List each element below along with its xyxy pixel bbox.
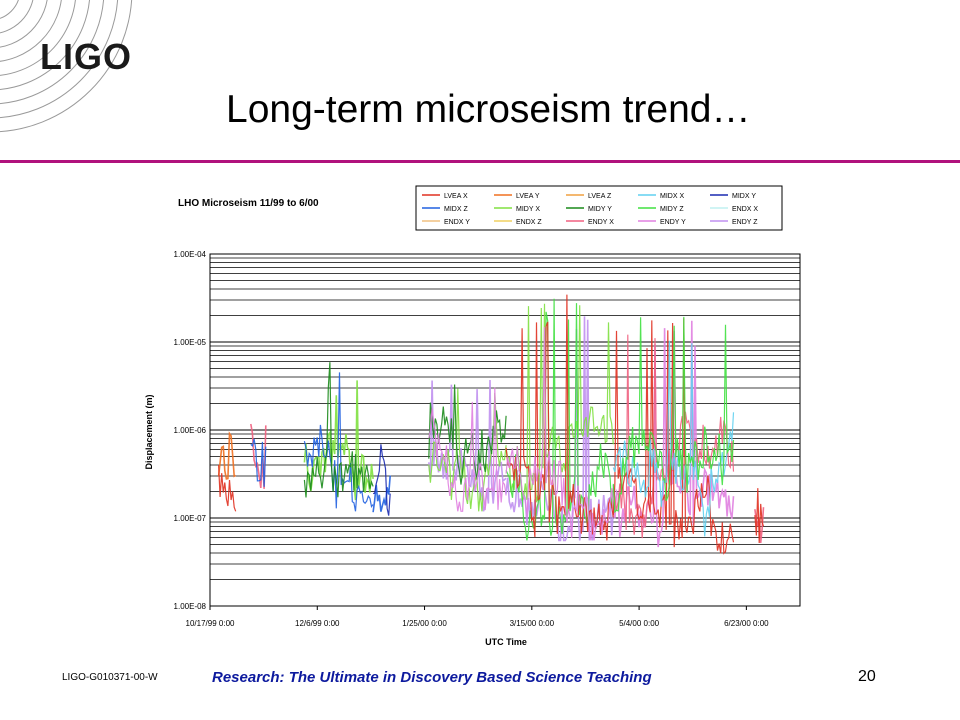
series-trace	[428, 388, 507, 512]
legend-label: ENDX Y	[444, 219, 470, 226]
legend-label: ENDY Y	[660, 219, 686, 226]
x-tick-label: 1/25/00 0:00	[402, 619, 447, 628]
series-trace	[754, 488, 765, 544]
y-tick-labels: 1.00E-08 1.00E-07 1.00E-06 1.00E-05 1.00E-04	[174, 250, 207, 611]
series-trace	[505, 327, 614, 541]
y-tick-label: 1.00E-08	[174, 602, 207, 611]
legend-label: ENDY X	[588, 219, 614, 226]
series-trace	[505, 294, 614, 541]
plot-series	[217, 294, 765, 555]
x-tick-label: 6/23/00 0:00	[724, 619, 769, 628]
legend-label: LVEA Z	[588, 193, 612, 200]
series-trace	[373, 444, 391, 516]
slide-title: Long-term microseism trend…	[226, 88, 751, 131]
x-tick-label: 5/4/00 0:00	[619, 619, 660, 628]
y-axis-label: Displacement (m)	[144, 394, 154, 469]
legend-label: ENDX X	[732, 206, 758, 213]
legend-label: ENDY Z	[732, 219, 758, 226]
legend-label: MIDY Z	[660, 206, 684, 213]
ligo-logo: LIGO	[40, 36, 132, 77]
legend-label: MIDY Y	[588, 206, 612, 213]
x-tick-labels: 10/17/99 0:00 12/6/99 0:00 1/25/00 0:00 3/1…	[186, 606, 769, 628]
series-trace	[428, 384, 507, 485]
chart-legend: LVEA X LVEA Y LVEA Z MIDX X MIDX Y MIDX Z MIDY…	[415, 185, 783, 231]
series-trace	[218, 464, 237, 512]
x-axis-label: UTC Time	[485, 637, 527, 647]
x-tick-label: 12/6/99 0:00	[295, 619, 340, 628]
y-tick-label: 1.00E-07	[174, 514, 207, 523]
legend-label: LVEA Y	[516, 193, 540, 200]
x-tick-label: 10/17/99 0:00	[186, 619, 235, 628]
legend-label: LVEA X	[444, 193, 468, 200]
legend-label: ENDX Z	[516, 219, 542, 226]
page-number: 20	[858, 668, 876, 685]
legend-label: MIDX Y	[732, 193, 756, 200]
series-trace	[428, 387, 507, 512]
legend-label: MIDX X	[660, 193, 684, 200]
x-tick-label: 3/15/00 0:00	[510, 619, 555, 628]
document-id: LIGO-G010371-00-W	[62, 672, 158, 683]
legend-label: MIDY X	[516, 206, 540, 213]
y-tick-label: 1.00E-04	[174, 250, 207, 259]
series-trace	[303, 380, 374, 501]
series-trace	[217, 431, 237, 480]
chart-title: LHO Microseism 11/99 to 6/00	[178, 198, 319, 209]
title-divider	[0, 160, 960, 163]
series-trace	[303, 362, 374, 498]
y-tick-label: 1.00E-06	[174, 426, 207, 435]
series-trace	[250, 438, 267, 487]
y-tick-label: 1.00E-05	[174, 338, 207, 347]
series-trace	[612, 316, 735, 514]
footer-tagline: Research: The Ultimate in Discovery Base…	[212, 669, 652, 686]
series-trace	[612, 318, 735, 555]
series-trace	[303, 372, 374, 512]
series-trace	[505, 298, 614, 541]
series-trace	[505, 303, 614, 503]
legend-label: MIDX Z	[444, 206, 468, 213]
